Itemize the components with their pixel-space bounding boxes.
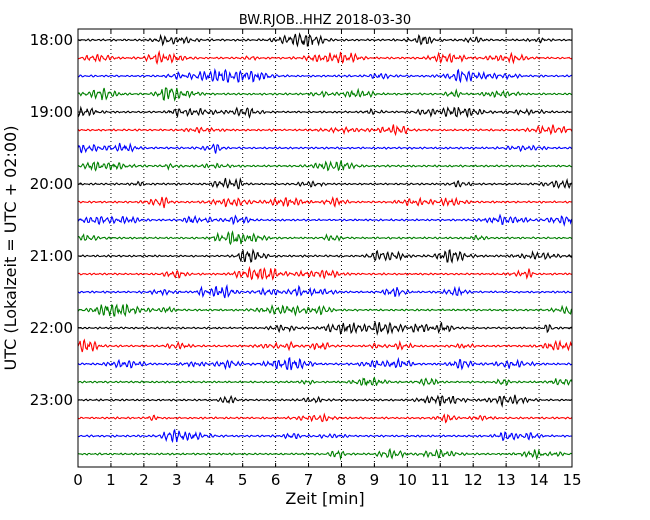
x-tick-label: 2 bbox=[139, 471, 149, 489]
seismogram-trace bbox=[77, 67, 573, 84]
x-tick-label: 13 bbox=[497, 471, 516, 489]
seismogram-trace bbox=[77, 412, 573, 424]
seismogram-trace bbox=[77, 160, 573, 172]
seismogram-trace bbox=[77, 303, 573, 318]
seismogram-trace bbox=[77, 176, 573, 190]
x-tick-label: 15 bbox=[562, 471, 581, 489]
x-tick-label: 14 bbox=[530, 471, 549, 489]
y-axis-label: UTC (Lokalzeit = UTC + 02:00) bbox=[1, 126, 20, 371]
seismogram-trace bbox=[77, 87, 573, 102]
y-tick-label: 20:00 bbox=[30, 175, 73, 193]
x-axis-label: Zeit [min] bbox=[285, 489, 364, 508]
y-tick-label: 21:00 bbox=[30, 247, 73, 265]
chart-title: BW.RJOB..HHZ 2018-03-30 bbox=[239, 13, 411, 28]
x-tick-label: 9 bbox=[370, 471, 380, 489]
seismogram-trace bbox=[77, 428, 573, 443]
seismogram-trace bbox=[77, 283, 573, 299]
seismogram-trace bbox=[77, 230, 573, 246]
x-tick-label: 8 bbox=[337, 471, 347, 489]
y-tick-label: 18:00 bbox=[30, 31, 73, 49]
x-tick-label: 10 bbox=[398, 471, 417, 489]
x-tick-label: 1 bbox=[106, 471, 116, 489]
x-tick-label: 6 bbox=[271, 471, 281, 489]
seismogram-trace bbox=[77, 49, 573, 65]
axis-ticks: 0 1 2 3 4 5 6 7 8 9 10 11 12 13 14 1518:0019:0020:0021:… bbox=[30, 29, 582, 489]
seismogram-trace bbox=[77, 124, 573, 137]
y-tick-label: 19:00 bbox=[30, 103, 73, 121]
x-tick-label: 11 bbox=[431, 471, 450, 489]
seismogram-trace bbox=[77, 142, 573, 154]
x-tick-label: 5 bbox=[238, 471, 248, 489]
seismogram-trace bbox=[77, 32, 573, 48]
seismogram-trace bbox=[77, 265, 573, 281]
seismogram-trace bbox=[77, 376, 573, 387]
y-tick-label: 23:00 bbox=[30, 391, 73, 409]
x-tick-label: 12 bbox=[464, 471, 483, 489]
seismogram-trace bbox=[77, 195, 573, 209]
seismogram-trace bbox=[77, 394, 573, 408]
x-tick-label: 4 bbox=[205, 471, 215, 489]
seismogram-trace bbox=[77, 356, 573, 371]
seismogram-trace bbox=[77, 105, 573, 119]
seismogram-trace bbox=[77, 447, 573, 461]
seismogram-trace bbox=[77, 338, 573, 353]
x-tick-label: 7 bbox=[304, 471, 314, 489]
x-tick-label: 3 bbox=[172, 471, 182, 489]
trace-group bbox=[77, 32, 573, 461]
seismogram-trace bbox=[77, 320, 573, 336]
plot-frame bbox=[77, 28, 573, 468]
seismogram-trace bbox=[77, 213, 573, 227]
y-tick-label: 22:00 bbox=[30, 319, 73, 337]
x-tick-label: 0 bbox=[73, 471, 83, 489]
seismogram-trace bbox=[77, 248, 573, 264]
